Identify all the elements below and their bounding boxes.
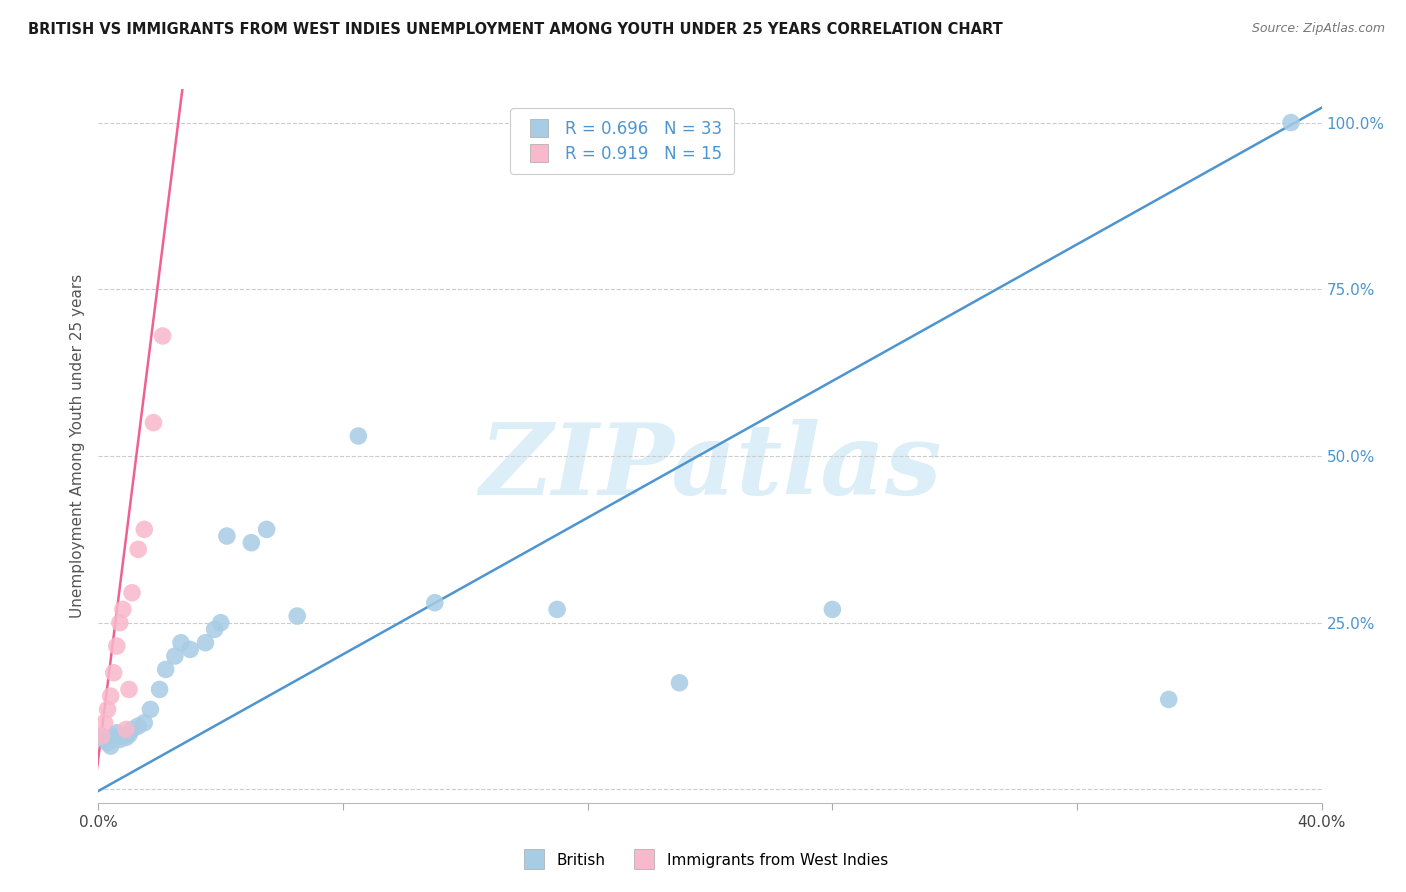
Point [204, 623, 226, 637]
Point [240, 535, 263, 549]
Point [111, 729, 134, 743]
Point [100, 689, 122, 703]
Point [155, 662, 177, 676]
Text: Source: ZipAtlas.com: Source: ZipAtlas.com [1251, 22, 1385, 36]
Point [1279, 115, 1302, 129]
Point [103, 729, 125, 743]
Y-axis label: Unemployment Among Youth under 25 years: Unemployment Among Youth under 25 years [70, 274, 86, 618]
Point [215, 529, 238, 543]
Point [97, 702, 120, 716]
Point [285, 609, 308, 624]
Point [103, 665, 125, 680]
Point [347, 429, 370, 443]
Point [100, 739, 122, 753]
Point [111, 602, 134, 616]
Point [105, 725, 128, 739]
Point [134, 522, 156, 536]
Point [134, 715, 156, 730]
Point [93, 732, 115, 747]
Point [142, 416, 165, 430]
Point [127, 542, 149, 557]
Text: ZIPatlas: ZIPatlas [479, 419, 941, 516]
Legend: British, Immigrants from West Indies: British, Immigrants from West Indies [512, 847, 894, 873]
Point [90, 729, 112, 743]
Point [668, 675, 690, 690]
Point [115, 723, 138, 737]
Point [97, 736, 120, 750]
Legend: R = 0.696   N = 33, R = 0.919   N = 15: R = 0.696 N = 33, R = 0.919 N = 15 [510, 108, 734, 174]
Point [546, 602, 568, 616]
Point [194, 636, 217, 650]
Text: BRITISH VS IMMIGRANTS FROM WEST INDIES UNEMPLOYMENT AMONG YOUTH UNDER 25 YEARS C: BRITISH VS IMMIGRANTS FROM WEST INDIES U… [28, 22, 1002, 37]
Point [821, 602, 844, 616]
Point [90, 729, 112, 743]
Point [149, 682, 172, 697]
Point [256, 522, 278, 536]
Point [179, 642, 201, 657]
Point [121, 723, 143, 737]
Point [163, 649, 186, 664]
Point [115, 731, 138, 745]
Point [139, 702, 162, 716]
Point [108, 732, 131, 747]
Point [118, 728, 141, 742]
Point [152, 329, 174, 343]
Point [209, 615, 232, 630]
Point [108, 615, 131, 630]
Point [118, 682, 141, 697]
Point [127, 719, 149, 733]
Point [170, 636, 193, 650]
Point [93, 715, 115, 730]
Point [121, 585, 143, 599]
Point [423, 596, 446, 610]
Point [1157, 692, 1180, 706]
Point [105, 639, 128, 653]
